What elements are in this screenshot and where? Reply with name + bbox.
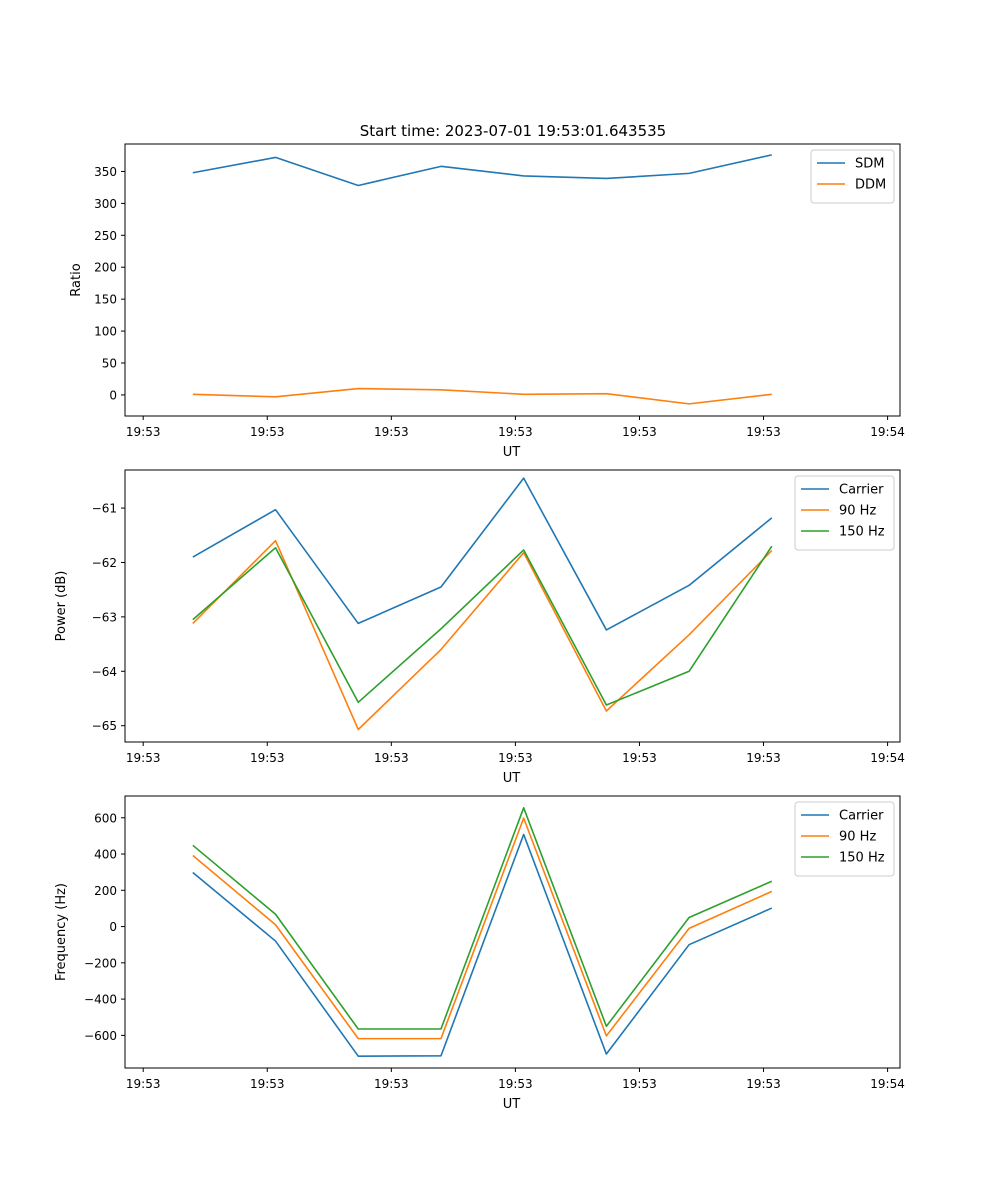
x-tick-label: 19:53	[374, 425, 409, 439]
subplot-2: 19:53 19:53 19:53 19:53 19:53 19:53 19:54 −65 −6…	[54, 469, 905, 786]
y-tick-label: 100	[94, 325, 117, 339]
x-tick-label: 19:53	[126, 751, 161, 765]
y-tick-label: −400	[84, 993, 117, 1007]
y-tick-label: −64	[92, 665, 117, 679]
series-line-carrier	[192, 833, 773, 1058]
y-tick-label: 150	[94, 293, 117, 307]
legend-label: SDM	[855, 157, 884, 172]
legend-label: Carrier	[839, 483, 884, 498]
x-tick-label: 19:53	[250, 425, 285, 439]
y-tick-label: −600	[84, 1029, 117, 1043]
x-tick-label: 19:53	[498, 425, 533, 439]
x-tick-label: 19:53	[374, 751, 409, 765]
y-tick-label: 250	[94, 229, 117, 243]
x-tick-label: 19:54	[870, 751, 905, 765]
legend: Carrier 90 Hz 150 Hz	[794, 475, 895, 551]
x-tick-label: 19:53	[746, 751, 781, 765]
y-tick-label: −62	[92, 556, 117, 570]
series-line-150-hz	[192, 806, 773, 1030]
y-tick-label: −61	[92, 502, 117, 516]
y-tick-label: 0	[109, 920, 117, 934]
x-axis-label: UT	[503, 445, 521, 460]
chart-title: Start time: 2023-07-01 19:53:01.643535	[360, 122, 666, 140]
y-axis-label: Frequency (Hz)	[54, 883, 69, 981]
series-line-90-hz	[192, 817, 773, 1040]
x-tick-label: 19:53	[498, 1077, 533, 1091]
series-line-ddm	[192, 387, 772, 405]
x-axis-label: UT	[503, 771, 521, 786]
y-tick-label: 300	[94, 197, 117, 211]
y-axis-label: Power (dB)	[54, 571, 69, 642]
x-tick-label: 19:53	[622, 751, 657, 765]
x-tick-label: 19:53	[746, 1077, 781, 1091]
series-line-150-hz	[192, 545, 773, 706]
y-tick-label: 50	[102, 357, 117, 371]
series-line-sdm	[192, 154, 772, 187]
x-tick-label: 19:53	[746, 425, 781, 439]
y-tick-label: 600	[94, 811, 117, 825]
axes-frame	[124, 469, 901, 743]
x-tick-label: 19:53	[250, 751, 285, 765]
x-tick-label: 19:53	[498, 751, 533, 765]
legend-label: 150 Hz	[839, 525, 885, 540]
y-tick-label: −200	[84, 956, 117, 970]
x-tick-label: 19:54	[870, 425, 905, 439]
x-tick-label: 19:53	[126, 1077, 161, 1091]
y-tick-label: −63	[92, 610, 117, 624]
subplot-3: 19:53 19:53 19:53 19:53 19:53 19:53 19:54 −600 −…	[54, 795, 905, 1112]
y-tick-label: 0	[109, 388, 117, 402]
legend-label: 90 Hz	[839, 504, 876, 519]
y-tick-label: −65	[92, 719, 117, 733]
legend-label: Carrier	[839, 809, 884, 824]
subplot-1: 19:53 19:53 19:53 19:53 19:53 19:53 19:54 0 50 10…	[69, 143, 905, 460]
legend-label: 150 Hz	[839, 851, 885, 866]
x-tick-label: 19:53	[126, 425, 161, 439]
legend: Carrier 90 Hz 150 Hz	[794, 801, 895, 877]
x-tick-label: 19:54	[870, 1077, 905, 1091]
y-tick-label: 200	[94, 884, 117, 898]
x-axis-label: UT	[503, 1097, 521, 1112]
x-tick-label: 19:53	[250, 1077, 285, 1091]
x-tick-label: 19:53	[622, 1077, 657, 1091]
y-axis-label: Ratio	[69, 263, 84, 296]
y-tick-label: 200	[94, 261, 117, 275]
legend-label: 90 Hz	[839, 830, 876, 845]
y-tick-label: 400	[94, 848, 117, 862]
x-tick-label: 19:53	[622, 425, 657, 439]
x-tick-label: 19:53	[374, 1077, 409, 1091]
legend: SDM DDM	[810, 149, 895, 204]
series-line-carrier	[192, 477, 773, 631]
y-tick-label: 350	[94, 165, 117, 179]
axes-frame	[124, 143, 901, 417]
axes-frame	[124, 795, 901, 1069]
legend-label: DDM	[855, 178, 886, 193]
